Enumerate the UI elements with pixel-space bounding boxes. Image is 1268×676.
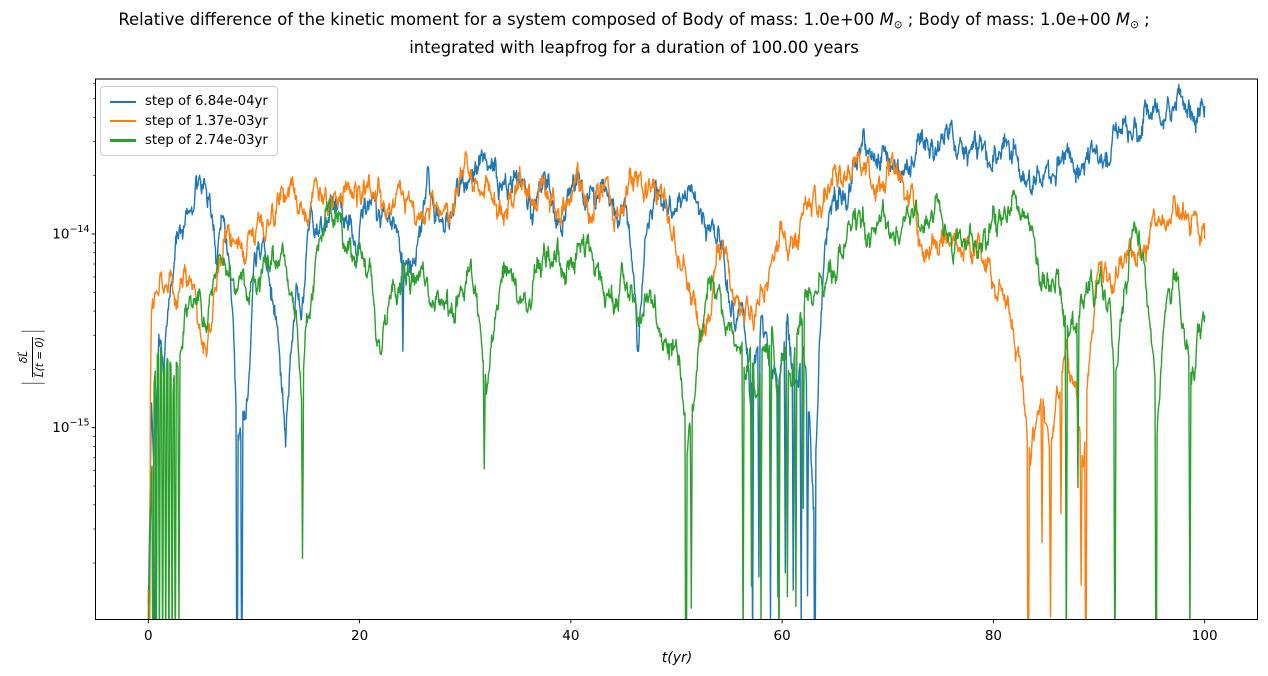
chart-title: Relative difference of the kinetic momen…: [0, 9, 1268, 58]
sun-symbol-1: ⊙: [893, 19, 903, 31]
legend-item-1: step of 6.84e-04yr: [110, 92, 268, 111]
x-axis: 0 20 40 60 80 100: [144, 619, 1218, 644]
x-tick-label: 40: [562, 628, 579, 644]
title-text-3: ;: [1138, 10, 1150, 29]
legend-item-2: step of 1.37e-03yr: [110, 111, 268, 130]
legend-line-swatch-2: [110, 119, 136, 123]
ylabel-fraction: δL⃗ L⃗(t = 0): [18, 336, 46, 378]
mass-symbol-2: M: [1115, 10, 1131, 29]
title-text-1: Relative difference of the kinetic momen…: [118, 10, 880, 29]
x-tick-label: 100: [1192, 628, 1218, 644]
y-axis-label: | δL⃗ L⃗(t = 0) |: [17, 300, 47, 414]
x-tick-label: 0: [144, 628, 153, 644]
series-line-3: [147, 189, 1206, 620]
legend-line-swatch-3: [110, 139, 136, 142]
sun-symbol-2: ⊙: [1130, 19, 1139, 31]
ylabel-numerator: δL⃗: [18, 336, 33, 378]
y-tick-label: 10−15: [52, 418, 89, 437]
mass-symbol-1: M: [879, 10, 894, 29]
y-axis: 10−14 10−15: [52, 82, 96, 564]
axes-frame: [95, 78, 1258, 620]
chart-title-line1: Relative difference of the kinetic momen…: [0, 9, 1268, 37]
x-axis-label: t(yr): [661, 650, 693, 666]
legend: step of 6.84e-04yr step of 1.37e-03yr step…: [100, 86, 278, 157]
legend-label-1: step of 6.84e-04yr: [145, 94, 268, 110]
abs-bar-left: |: [18, 380, 45, 386]
y-tick-label: 10−14: [52, 224, 89, 243]
series-lines: [147, 83, 1206, 620]
x-tick-label: 80: [985, 628, 1002, 644]
x-tick-label: 60: [774, 628, 791, 644]
legend-line-swatch-1: [110, 100, 136, 103]
legend-label-3: step of 2.74e-03yr: [145, 132, 268, 148]
series-line-2: [147, 151, 1206, 620]
abs-bar-right: |: [18, 328, 45, 334]
title-text-2: ; Body of mass: 1.0e+00: [902, 10, 1116, 29]
x-tick-label: 20: [351, 628, 368, 644]
chart-title-line2: integrated with leapfrog for a duration …: [409, 37, 859, 57]
axes-spines: [95, 78, 1258, 620]
legend-item-3: step of 2.74e-03yr: [110, 131, 268, 150]
series-line-1: [147, 83, 1206, 620]
ylabel-denominator: L⃗(t = 0): [33, 336, 46, 378]
legend-label-2: step of 1.37e-03yr: [145, 113, 268, 129]
